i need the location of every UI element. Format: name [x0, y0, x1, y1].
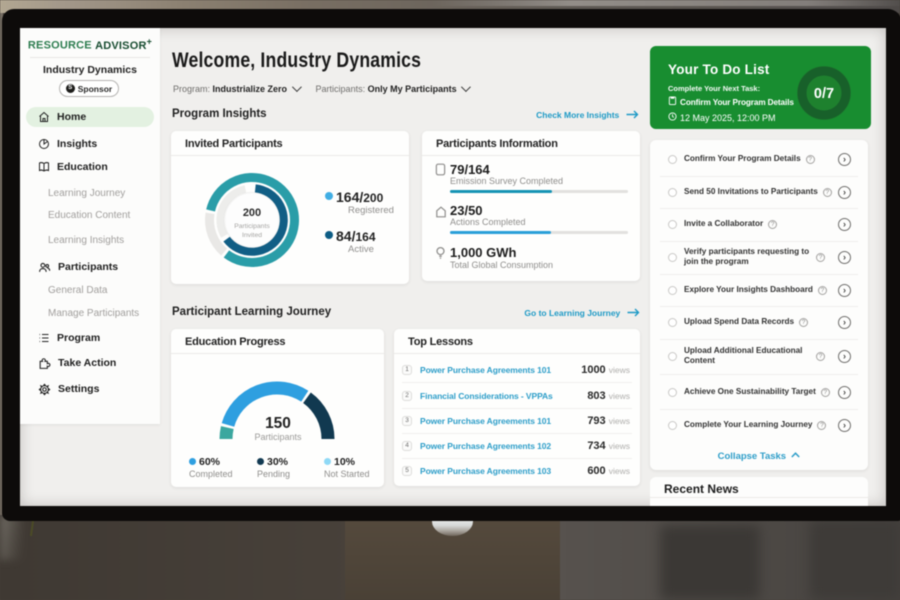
svg-text:0/7: 0/7: [814, 86, 834, 102]
svg-text:200: 200: [243, 207, 261, 219]
svg-text:Invited: Invited: [242, 232, 262, 239]
svg-text:Participants: Participants: [234, 223, 270, 230]
